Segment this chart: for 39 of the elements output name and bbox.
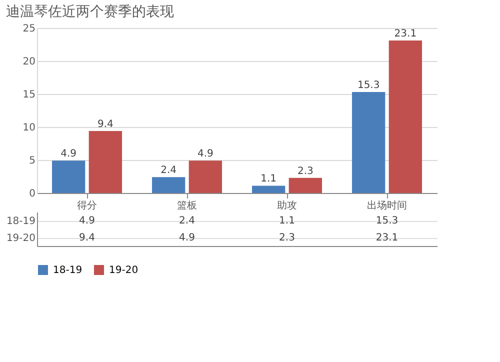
y-tick-label: 10 — [22, 122, 36, 134]
bar — [88, 130, 122, 193]
chart-title: 迪温琴佐近两个赛季的表现 — [6, 4, 174, 20]
annotation: 4.9 — [197, 148, 214, 160]
data-label: 4.9 — [179, 232, 195, 244]
data-label: 15.3 — [376, 216, 398, 226]
data-label: 2.3 — [279, 232, 295, 244]
legend-label: 19-20 — [109, 265, 138, 276]
annotation: 4.9 — [60, 148, 77, 160]
bar — [352, 92, 386, 193]
annotation: 9.4 — [97, 118, 114, 130]
x-tick-label: 篮板 — [177, 200, 197, 212]
annotation: 15.3 — [357, 80, 380, 92]
data-label: 2.4 — [179, 216, 195, 226]
y-tick-label: 0 — [29, 188, 36, 200]
legend-label: 18-19 — [53, 265, 82, 276]
x-tick-label: 出场时间 — [367, 200, 407, 212]
data-label: 23.1 — [376, 232, 398, 244]
y-tick-label: 15 — [22, 90, 36, 100]
x-tick-label: 助攻 — [277, 200, 297, 212]
data-label: 4.9 — [79, 216, 95, 226]
annotation: 2.3 — [297, 166, 314, 177]
text: 19-20 — [6, 233, 36, 244]
bar — [152, 177, 186, 193]
annotation: 2.4 — [160, 165, 177, 176]
y-tick-label: 25 — [22, 24, 36, 34]
bar — [52, 160, 86, 193]
annotation: 1.1 — [260, 174, 277, 185]
bar — [188, 160, 222, 193]
annotation: 23.1 — [394, 28, 417, 40]
y-tick-label: 5 — [29, 156, 36, 166]
data-label: 1.1 — [279, 216, 295, 226]
data-label: 9.4 — [79, 232, 95, 244]
bar — [388, 40, 422, 193]
x-tick-label: 得分 — [77, 200, 97, 212]
bar — [288, 178, 322, 193]
text: 18-19 — [6, 216, 36, 227]
y-tick-label: 20 — [22, 56, 36, 68]
bar — [252, 186, 286, 193]
